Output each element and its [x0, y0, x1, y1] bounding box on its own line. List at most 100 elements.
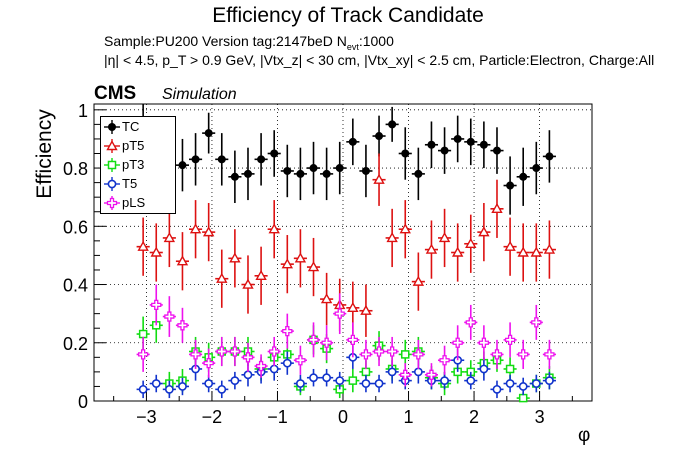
marker: [189, 223, 202, 234]
marker: [204, 129, 213, 138]
x-tick-label: −3: [136, 407, 157, 427]
marker: [360, 349, 372, 360]
marker: [373, 346, 385, 357]
marker: [465, 237, 477, 248]
data-point-t5: [359, 374, 373, 393]
data-point-pls: [267, 336, 281, 367]
x-tick-label: −2: [202, 407, 223, 427]
data-marks: [136, 104, 556, 403]
legend-marker-tc: [104, 120, 120, 134]
data-point-pls: [306, 322, 321, 358]
data-point-pls: [320, 325, 334, 361]
marker: [413, 367, 423, 377]
y-tick-label: 0.4: [63, 276, 88, 296]
marker: [282, 325, 293, 337]
marker: [479, 140, 488, 149]
data-point-pls: [477, 325, 491, 361]
marker: [309, 164, 318, 173]
marker: [229, 252, 241, 263]
marker: [440, 146, 449, 155]
data-point-pls: [516, 339, 530, 369]
marker: [451, 246, 464, 257]
y-tick-label: 0.2: [63, 334, 88, 354]
data-point-pt5: [215, 249, 229, 308]
data-point-pls: [529, 304, 543, 340]
marker: [426, 369, 437, 380]
data-point-t5: [306, 368, 321, 387]
data-point-tc: [372, 115, 386, 157]
marker: [519, 172, 528, 181]
data-point-pt5: [464, 214, 478, 273]
marker: [506, 181, 515, 190]
marker: [401, 149, 410, 158]
marker: [492, 146, 501, 155]
marker: [453, 134, 462, 143]
marker: [307, 261, 320, 272]
marker: [348, 137, 357, 146]
legend-marker-shape: [106, 140, 118, 151]
marker: [452, 337, 463, 348]
data-point-pls: [241, 342, 255, 372]
data-point-pt5: [529, 223, 543, 282]
marker: [478, 226, 490, 237]
data-point-tc: [516, 147, 530, 206]
marker: [163, 232, 176, 243]
marker: [466, 137, 475, 146]
marker: [281, 258, 293, 269]
data-point-t5: [477, 357, 491, 381]
data-point-t5: [464, 371, 478, 390]
legend-label: pT5: [122, 138, 145, 153]
data-point-pt5: [424, 220, 439, 279]
data-point-pls: [202, 348, 216, 378]
subtitle-line1-text: Sample:PU200 Version tag:2147beD N: [104, 33, 347, 49]
data-point-pls: [162, 296, 176, 337]
marker: [296, 169, 305, 178]
marker: [414, 169, 423, 178]
data-point-pt5: [320, 272, 334, 326]
legend-item-pt5: pT5: [101, 137, 175, 156]
marker: [164, 311, 175, 322]
marker: [479, 364, 489, 374]
legend-marker-t5: [104, 177, 120, 191]
marker: [545, 376, 554, 386]
marker: [177, 320, 188, 331]
data-point-pt5: [477, 203, 491, 262]
simulation-label: Simulation: [162, 86, 237, 103]
marker: [321, 337, 332, 348]
data-point-t5: [267, 357, 281, 381]
marker: [178, 161, 187, 170]
legend-label: TC: [122, 119, 140, 134]
data-point-t5: [228, 371, 242, 390]
data-point-tc: [385, 106, 399, 142]
marker: [374, 379, 384, 388]
marker: [530, 246, 542, 257]
legend: TC pT5 pT3 T5 pLS: [100, 116, 176, 214]
marker: [322, 169, 331, 178]
marker: [388, 120, 397, 129]
marker: [348, 376, 358, 385]
data-point-pt5: [254, 246, 268, 305]
marker: [178, 382, 187, 391]
data-point-tc: [542, 130, 556, 183]
data-point-pt5: [202, 203, 216, 262]
marker: [176, 255, 189, 266]
legend-item-t5: T5: [101, 175, 175, 194]
marker: [204, 379, 214, 388]
marker: [440, 376, 449, 386]
legend-marker-pls: [104, 196, 120, 210]
chart-title: Efficiency of Track Candidate: [212, 4, 484, 27]
marker: [320, 293, 333, 304]
data-point-tc: [529, 141, 543, 195]
series-t5: [136, 345, 556, 399]
data-point-pls: [464, 304, 478, 340]
data-point-tc: [424, 121, 439, 169]
data-point-pt5: [306, 237, 321, 297]
marker: [400, 369, 411, 380]
marker: [375, 132, 384, 141]
x-axis-label: φ: [578, 425, 591, 446]
legend-label: T5: [122, 176, 138, 191]
marker: [270, 149, 279, 158]
marker: [138, 384, 148, 394]
data-point-pt5: [359, 284, 373, 337]
marker: [203, 357, 214, 369]
